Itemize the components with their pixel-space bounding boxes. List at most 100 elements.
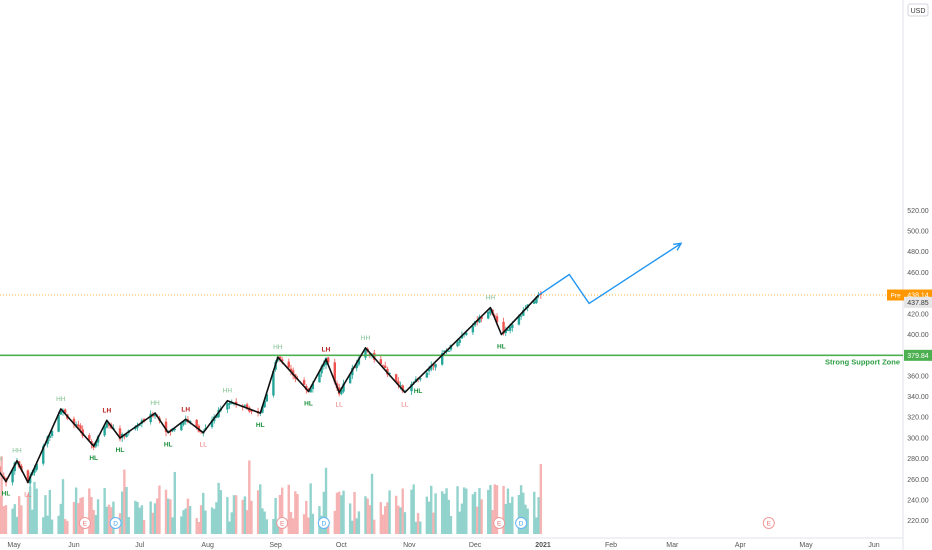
- dividend-marker[interactable]: [515, 517, 528, 529]
- candle-body: [263, 400, 266, 408]
- volume-bar: [386, 502, 389, 534]
- swing-zigzag-line[interactable]: [0, 294, 540, 484]
- candle-body: [410, 384, 413, 392]
- volume-bar: [425, 496, 429, 534]
- candle-body: [478, 316, 481, 323]
- volume-bar: [381, 514, 385, 534]
- swing-label-hh: HH: [12, 448, 22, 455]
- volume-bar: [17, 496, 21, 534]
- candle-body: [311, 383, 315, 389]
- x-tick-label: Dec: [469, 542, 482, 549]
- volume-bar: [28, 486, 32, 534]
- volume-bar: [134, 500, 137, 534]
- volume-bar: [471, 494, 475, 534]
- volume-bar: [180, 516, 183, 534]
- x-tick-label: Apr: [735, 542, 747, 549]
- swing-label-ll: LL: [200, 442, 208, 449]
- volume-bar: [127, 516, 130, 534]
- volume-bar: [103, 488, 106, 534]
- volume-bar: [480, 499, 483, 534]
- volume-bar: [123, 469, 126, 534]
- swing-label-lh: LH: [181, 406, 190, 413]
- candle-body: [77, 424, 80, 427]
- volume-bar: [228, 521, 231, 534]
- currency-selector[interactable]: [907, 3, 929, 17]
- swing-label-hl: HL: [414, 388, 423, 395]
- candle-body: [261, 406, 264, 413]
- candle-body: [173, 428, 176, 430]
- volume-bar: [348, 503, 352, 534]
- swing-label-hh: HH: [150, 400, 160, 407]
- swing-label-ll: LL: [336, 401, 344, 408]
- volume-bar: [440, 491, 444, 534]
- volume-bar: [31, 509, 34, 534]
- projection-path[interactable]: [538, 242, 682, 305]
- candle-body: [489, 308, 492, 314]
- earnings-marker[interactable]: [78, 517, 91, 529]
- candle-body: [243, 405, 247, 407]
- x-tick-label: 2021: [535, 542, 551, 549]
- volume-bar: [140, 505, 144, 534]
- candle-body: [105, 422, 109, 428]
- volume-bar: [90, 496, 93, 534]
- candle-body: [63, 409, 67, 414]
- candle-body: [447, 350, 450, 352]
- earnings-marker[interactable]: [276, 517, 289, 529]
- swing-label-hl: HL: [256, 422, 265, 429]
- volume-bar: [142, 520, 146, 534]
- candle-body: [394, 374, 398, 382]
- candle-body: [250, 410, 253, 412]
- candle-body: [511, 324, 514, 328]
- volume-bar: [107, 504, 111, 534]
- volume-bar: [250, 500, 253, 534]
- x-tick-label: Sep: [269, 542, 282, 549]
- support-price-tag-text: 379.84: [907, 353, 929, 360]
- volume-bar: [394, 495, 398, 534]
- last-price-tag: [904, 296, 932, 308]
- volume-bar: [61, 479, 65, 534]
- volume-bar: [0, 496, 1, 534]
- candle-body: [215, 415, 218, 418]
- candle-body: [79, 425, 82, 430]
- earnings-marker[interactable]: [762, 517, 775, 529]
- candle-body: [432, 364, 435, 367]
- volume-bar: [305, 500, 308, 534]
- candle-body: [519, 315, 523, 317]
- volume-bar: [92, 510, 95, 534]
- swing-label-ll: LL: [24, 491, 32, 498]
- candle-body: [309, 388, 312, 393]
- volume-bar: [81, 497, 84, 534]
- dividend-marker[interactable]: [317, 517, 330, 529]
- candle-body: [265, 394, 269, 402]
- volume-bar: [149, 501, 152, 534]
- candle-body: [33, 468, 36, 473]
- candle-body: [480, 316, 483, 319]
- volume-bar: [399, 507, 402, 534]
- candle-body: [74, 424, 78, 426]
- volume-bar: [495, 485, 499, 534]
- volume-bar: [59, 503, 62, 534]
- earnings-marker[interactable]: [493, 517, 506, 529]
- volume-bar: [535, 517, 538, 534]
- dividend-marker[interactable]: [109, 517, 122, 529]
- volume-bar: [357, 511, 361, 534]
- volume-bar: [522, 492, 525, 534]
- y-tick-label: 280.00: [907, 456, 929, 463]
- volume-bar: [13, 504, 16, 534]
- volume-bar: [120, 491, 124, 534]
- volume-bar: [414, 521, 418, 534]
- volume-bar: [379, 502, 383, 534]
- volume-bar: [234, 495, 238, 534]
- candle-body: [123, 435, 126, 437]
- y-tick-label: 220.00: [907, 518, 929, 525]
- earnings-marker-label: E: [280, 521, 285, 528]
- volume-bar: [537, 497, 540, 534]
- volume-bar: [478, 488, 481, 534]
- volume-bar: [493, 484, 496, 534]
- volume-bar: [311, 513, 315, 534]
- support-price-tag: [904, 349, 932, 361]
- candle-body: [50, 430, 54, 436]
- candle-body: [495, 316, 499, 323]
- volume-bar: [96, 499, 100, 534]
